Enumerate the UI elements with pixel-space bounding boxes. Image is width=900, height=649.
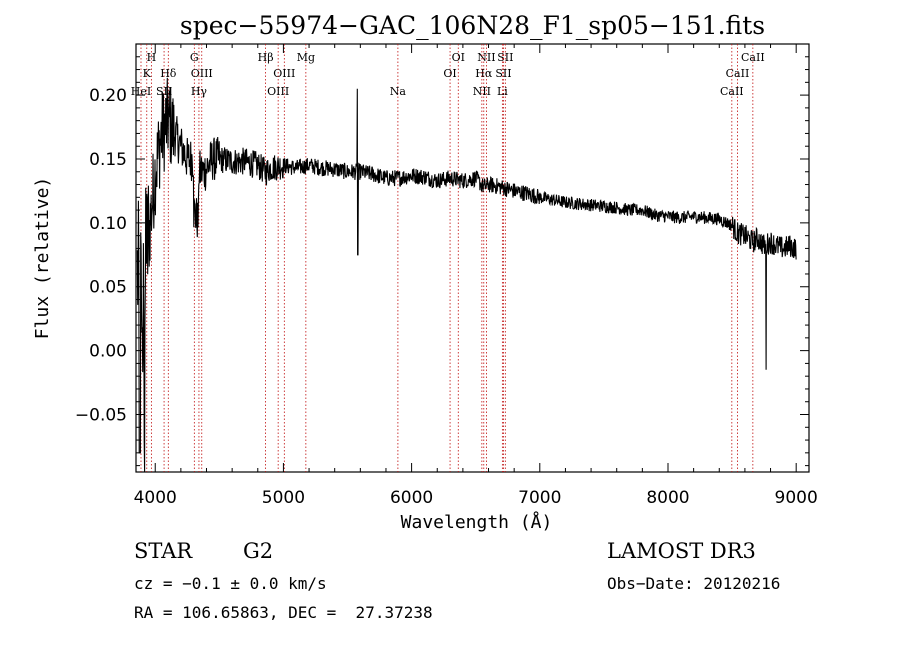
line-marker-label: NII	[477, 51, 495, 64]
x-axis-label: Wavelength (Å)	[401, 511, 553, 533]
y-tick-label: 0.15	[89, 150, 127, 170]
y-tick-label: 0.05	[89, 278, 127, 298]
line-marker-label: Li	[497, 85, 508, 98]
x-tick-label: 8000	[646, 488, 689, 508]
line-marker-label: CaII	[741, 51, 765, 64]
y-axis-label: Flux (relative)	[32, 177, 53, 340]
line-marker-label: Na	[390, 85, 407, 98]
x-tick-label: 7000	[518, 488, 561, 508]
plot-frame	[135, 43, 810, 473]
line-marker-label: G	[190, 51, 199, 64]
y-tick-label: 0.00	[89, 342, 127, 362]
object-subclass: G2	[243, 539, 274, 563]
y-tick-label: 0.10	[89, 214, 127, 234]
line-marker-label: OIII	[267, 85, 289, 98]
line-marker-label: H	[147, 51, 157, 64]
line-marker-label: OIII	[191, 67, 213, 80]
line-marker-label: OI	[443, 67, 456, 80]
line-marker-label: K	[143, 67, 152, 80]
line-marker-label: SII	[497, 51, 513, 64]
line-marker-label: Hβ	[258, 51, 274, 64]
line-marker-label: HeI	[131, 85, 151, 98]
line-marker-label: NII	[473, 85, 491, 98]
line-marker-label: Mg	[297, 51, 315, 64]
spectrum-line	[136, 77, 797, 473]
x-tick-label: 4000	[134, 488, 177, 508]
line-marker-label: OIII	[273, 67, 295, 80]
obs-date: Obs−Date: 20120216	[607, 574, 781, 593]
x-tick-label: 6000	[390, 488, 433, 508]
x-tick-label: 9000	[775, 488, 818, 508]
object-class: STAR	[134, 539, 193, 563]
y-tick-label: −0.05	[75, 406, 127, 426]
coordinates: RA = 106.65863, DEC = 27.37238	[134, 603, 433, 622]
survey-name: LAMOST DR3	[607, 539, 756, 563]
line-marker-label: SII	[495, 67, 511, 80]
line-marker-label: CaII	[720, 85, 744, 98]
chart-title: spec−55974−GAC_106N28_F1_sp05−151.fits	[180, 11, 765, 40]
line-marker-label: CaII	[726, 67, 750, 80]
y-tick-label: 0.20	[89, 86, 127, 106]
redshift-text: cz = −0.1 ± 0.0 km/s	[134, 574, 327, 593]
line-marker-label: Hδ	[160, 67, 177, 80]
line-marker-label: OI	[452, 51, 465, 64]
line-marker-label: Hα	[475, 67, 493, 80]
line-marker-label: Hγ	[191, 85, 208, 98]
line-marker-label: SII	[156, 85, 172, 98]
axes: 4000 5000 6000 7000 8000 9000 −0.05 0.00 0.05 0.1…	[75, 44, 818, 508]
x-tick-label: 5000	[262, 488, 305, 508]
